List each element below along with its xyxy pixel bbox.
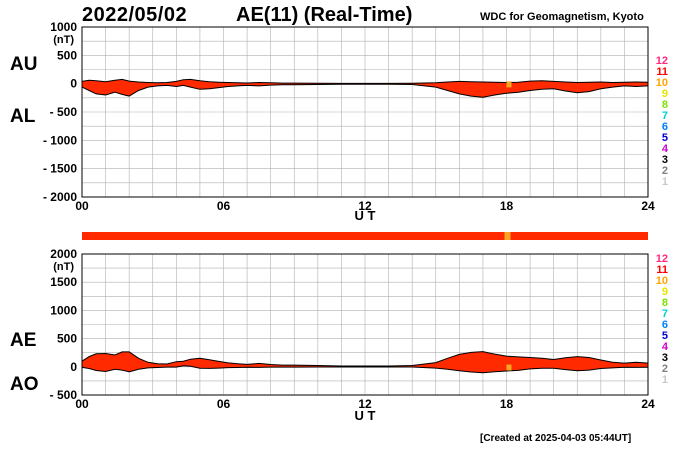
- series-line-ao: [81, 365, 649, 374]
- chart-title: AE(11) (Real-Time): [236, 4, 413, 26]
- station-count-label: 6: [662, 319, 668, 331]
- x-tick-label: 06: [217, 397, 231, 411]
- highlight-marker: [506, 81, 512, 88]
- date-title: 2022/05/02: [82, 4, 188, 26]
- plot-frame: [81, 26, 649, 198]
- y-tick-label: 1000: [50, 303, 77, 317]
- y-tick-label: - 1000: [43, 133, 77, 147]
- highlight-marker: [506, 364, 512, 371]
- x-axis-label: U T: [355, 208, 376, 223]
- x-tick-label: 00: [75, 397, 89, 411]
- x-tick-label: 12: [358, 199, 372, 213]
- plot-frame: [81, 253, 649, 396]
- x-tick-label: 18: [500, 199, 514, 213]
- station-count-label: 8: [662, 99, 668, 111]
- series-label-ae: AE: [10, 330, 36, 351]
- x-tick-label: 12: [358, 397, 372, 411]
- station-count-label: 2: [662, 165, 668, 177]
- created-timestamp: [Created at 2025-04-03 05:44UT]: [480, 433, 632, 444]
- x-tick-label: 24: [641, 199, 655, 213]
- series-label-al: AL: [10, 106, 36, 127]
- series-line-au: [81, 78, 649, 84]
- station-count-label: 1: [662, 176, 668, 188]
- y-tick-label: 500: [57, 332, 77, 346]
- station-count-label: 3: [662, 352, 668, 364]
- station-count-label: 2: [662, 363, 668, 375]
- station-count-label: 1: [662, 374, 668, 386]
- station-count-label: 10: [656, 275, 668, 287]
- series-label-au: AU: [10, 54, 37, 75]
- x-tick-label: 18: [500, 397, 514, 411]
- station-count-label: 9: [662, 88, 668, 100]
- station-count-label: 8: [662, 297, 668, 309]
- unit-label: (nT): [53, 34, 74, 46]
- station-count-label: 5: [662, 132, 668, 144]
- station-count-label: 7: [662, 308, 668, 320]
- station-count-label: 3: [662, 154, 668, 166]
- x-axis-label: U T: [355, 408, 376, 423]
- station-count-label: 11: [656, 264, 668, 276]
- y-tick-label: - 500: [50, 388, 78, 402]
- x-tick-label: 24: [641, 397, 655, 411]
- station-count-label: 12: [656, 55, 668, 67]
- station-bar-highlight: [504, 232, 511, 240]
- series-line-al: [81, 83, 649, 98]
- y-tick-label: 2000: [50, 247, 77, 261]
- station-count-label: 12: [656, 253, 668, 265]
- station-count-label: 10: [656, 77, 668, 89]
- y-tick-label: - 2000: [43, 190, 77, 204]
- y-tick-label: - 1500: [43, 162, 77, 176]
- y-tick-label: 1500: [50, 275, 77, 289]
- y-tick-label: 0: [70, 360, 77, 374]
- series-line-ae: [81, 351, 649, 367]
- station-count-label: 9: [662, 286, 668, 298]
- station-count-label: 7: [662, 110, 668, 122]
- station-count-label: 4: [662, 143, 669, 155]
- y-tick-label: 1000: [50, 20, 77, 34]
- station-availability-bar: [82, 232, 648, 240]
- series-label-ao: AO: [10, 374, 39, 395]
- y-tick-label: - 500: [50, 105, 78, 119]
- x-tick-label: 00: [75, 199, 89, 213]
- station-count-label: 6: [662, 121, 668, 133]
- organization-label: WDC for Geomagnetism, Kyoto: [480, 11, 644, 23]
- unit-label: (nT): [53, 261, 74, 273]
- station-count-label: 11: [656, 66, 668, 78]
- station-count-label: 4: [662, 341, 669, 353]
- station-count-label: 5: [662, 330, 668, 342]
- y-tick-label: 500: [57, 48, 77, 62]
- x-tick-label: 06: [217, 199, 231, 213]
- y-tick-label: 0: [70, 77, 77, 91]
